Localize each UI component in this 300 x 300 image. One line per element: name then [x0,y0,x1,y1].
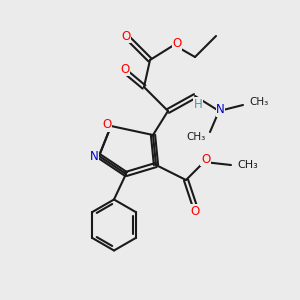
Text: O: O [120,62,129,76]
Text: CH₃: CH₃ [249,97,268,107]
Text: O: O [102,118,111,131]
Text: H: H [194,98,202,111]
Text: N: N [216,103,225,116]
Text: CH₃: CH₃ [186,131,206,142]
Text: O: O [172,37,182,50]
Text: N: N [90,149,99,163]
Text: O: O [190,205,200,218]
Text: O: O [122,29,130,43]
Text: O: O [201,152,210,166]
Text: CH₃: CH₃ [238,160,258,170]
